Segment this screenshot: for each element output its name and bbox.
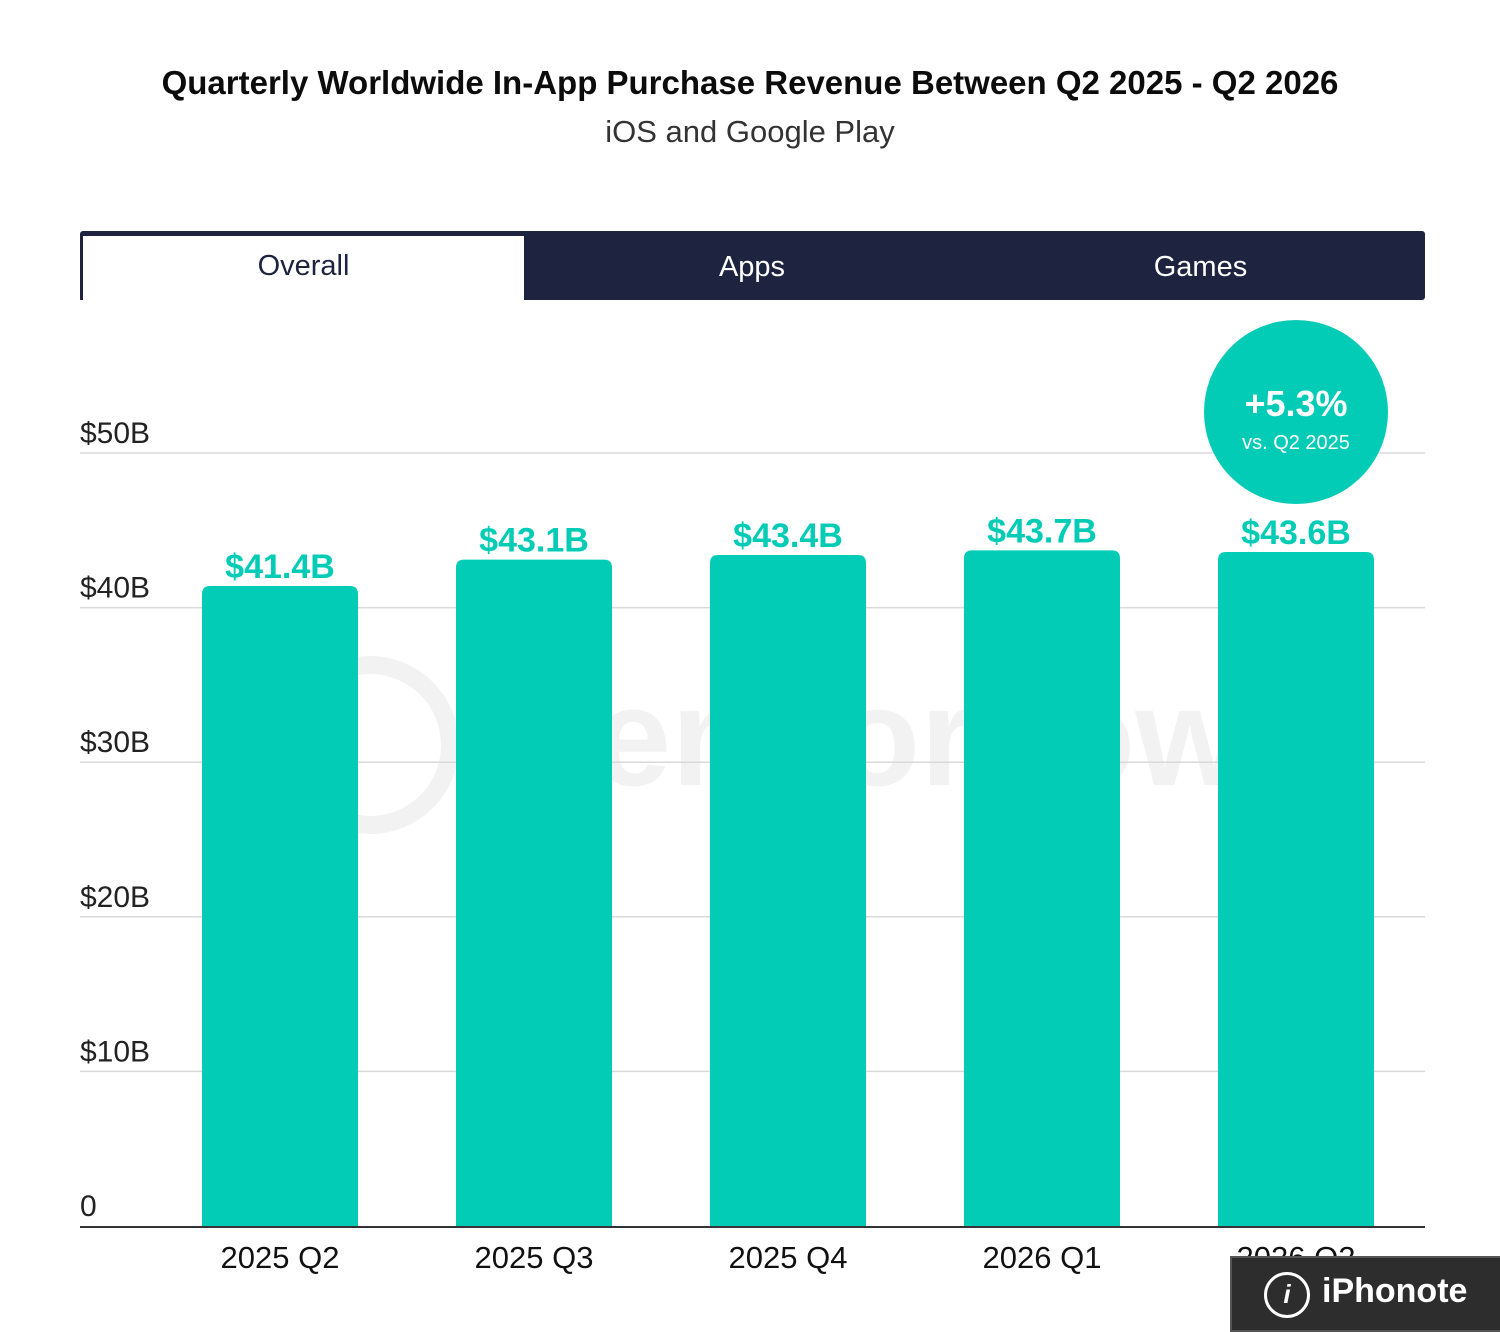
data-label: $43.6B <box>1241 514 1351 552</box>
growth-annotation-note: vs. Q2 2025 <box>1242 432 1350 454</box>
y-tick-label: $20B <box>80 881 150 914</box>
growth-annotation-value: +5.3% <box>1244 383 1347 424</box>
y-tick-label: $50B <box>80 417 150 450</box>
iphonote-badge: i iPhonote <box>1230 1256 1500 1332</box>
y-tick-label: $30B <box>80 726 150 759</box>
y-tick-label: 0 <box>80 1190 97 1223</box>
growth-annotation-circle <box>1204 320 1388 504</box>
tab-apps[interactable]: Apps <box>718 251 786 283</box>
chart-title: Quarterly Worldwide In-App Purchase Reve… <box>161 64 1339 101</box>
x-tick-label: 2026 Q1 <box>983 1240 1102 1275</box>
chart-subtitle: iOS and Google Play <box>605 114 895 149</box>
iphonote-logo-icon: i <box>1264 1272 1310 1318</box>
bar <box>456 559 612 1226</box>
y-tick-label: $40B <box>80 572 150 605</box>
x-tick-label: 2025 Q4 <box>729 1240 848 1275</box>
y-tick-label: $10B <box>80 1035 150 1068</box>
data-label: $43.4B <box>733 517 843 555</box>
bar <box>710 555 866 1226</box>
bar <box>1218 551 1374 1226</box>
segment-tabs: Overall Apps Games <box>80 231 1425 300</box>
bar <box>202 585 358 1226</box>
data-label: $43.7B <box>987 512 1097 550</box>
bar <box>964 550 1120 1226</box>
tab-overall[interactable]: Overall <box>80 236 524 300</box>
tab-games[interactable]: Games <box>1153 251 1248 283</box>
data-label: $43.1B <box>479 522 589 560</box>
iphonote-text: iPhonote <box>1322 1272 1468 1310</box>
x-tick-label: 2025 Q3 <box>475 1240 594 1275</box>
x-tick-label: 2025 Q2 <box>221 1240 340 1275</box>
data-label: $41.4B <box>225 548 335 586</box>
